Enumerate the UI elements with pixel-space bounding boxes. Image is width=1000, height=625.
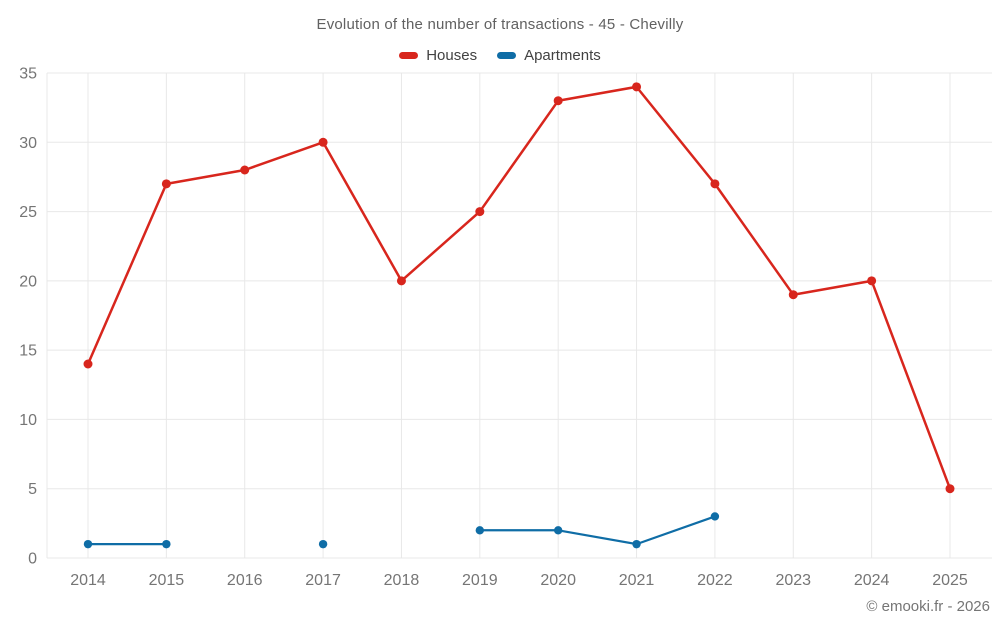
y-axis-tick-label: 5 [28, 481, 37, 498]
apartments-data-point[interactable] [710, 512, 720, 521]
y-axis-tick-label: 25 [19, 204, 37, 221]
x-axis-tick-label: 2017 [305, 572, 341, 589]
legend-label: Houses [426, 47, 478, 64]
houses-data-point[interactable] [553, 96, 563, 106]
houses-data-point[interactable] [710, 179, 720, 189]
y-axis-tick-label: 15 [19, 343, 37, 360]
houses-data-point[interactable] [240, 165, 250, 175]
copyright-text: © emooki.fr - 2026 [866, 598, 990, 615]
apartments-data-point[interactable] [162, 539, 171, 549]
apartments-data-point[interactable] [83, 539, 93, 549]
x-axis-tick-label: 2024 [854, 572, 890, 589]
houses-data-point[interactable] [396, 276, 406, 286]
apartments-data-point[interactable] [318, 539, 328, 549]
x-axis-tick-label: 2021 [619, 572, 655, 589]
y-axis-tick-label: 35 [19, 66, 37, 83]
x-axis-tick-label: 2022 [697, 572, 733, 589]
houses-data-point[interactable] [475, 207, 485, 217]
houses-data-point[interactable] [788, 290, 798, 300]
y-axis-tick-label: 20 [19, 273, 37, 290]
legend-color-icon [399, 52, 419, 59]
x-axis-tick-label: 2019 [462, 572, 498, 589]
x-axis-tick-label: 2020 [540, 572, 576, 589]
x-axis-tick-label: 2023 [775, 572, 811, 589]
chart-legend: Houses Apartments [0, 47, 1000, 64]
x-axis-tick-label: 2014 [70, 572, 106, 589]
legend-item-apartments[interactable]: Apartments [497, 47, 601, 64]
x-axis-tick-label: 2025 [932, 572, 968, 589]
apartments-data-point[interactable] [632, 539, 641, 549]
houses-data-point[interactable] [867, 276, 877, 286]
x-axis-tick-label: 2015 [149, 572, 185, 589]
houses-data-point[interactable] [318, 137, 328, 147]
y-axis-tick-label: 10 [19, 412, 37, 429]
houses-data-point[interactable] [83, 359, 93, 369]
houses-data-point[interactable] [632, 82, 642, 92]
houses-data-point[interactable] [161, 179, 171, 189]
apartments-data-point[interactable] [475, 526, 485, 535]
legend-item-houses[interactable]: Houses [399, 47, 477, 64]
apartments-line [478, 515, 717, 546]
chart-title: Evolution of the number of transactions … [316, 16, 684, 33]
y-axis-tick-label: 0 [28, 551, 37, 568]
x-axis-tick-label: 2016 [227, 572, 263, 589]
houses-data-point[interactable] [945, 484, 955, 494]
legend-label: Apartments [524, 47, 601, 64]
apartments-data-point[interactable] [553, 526, 563, 535]
legend-color-icon [497, 52, 517, 59]
x-axis-tick-label: 2018 [384, 572, 420, 589]
y-axis-tick-label: 30 [19, 135, 37, 152]
houses-line [86, 85, 952, 490]
